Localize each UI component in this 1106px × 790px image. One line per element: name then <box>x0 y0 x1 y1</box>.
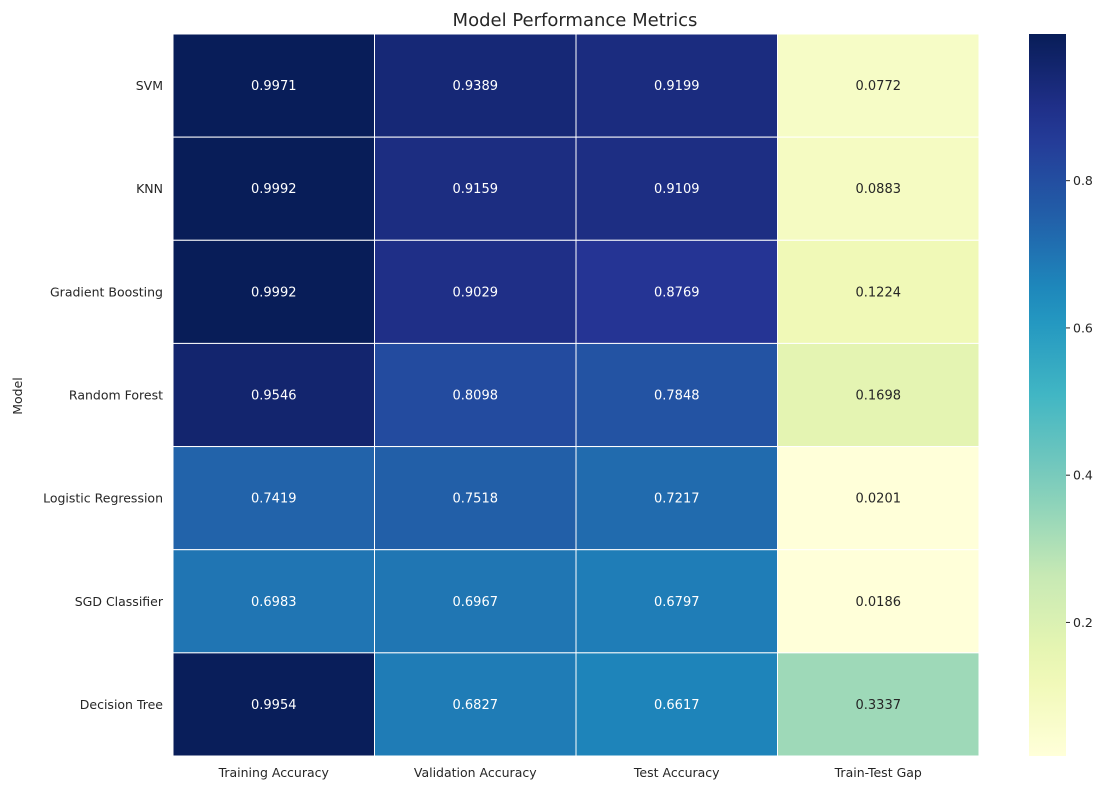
heatmap-cell <box>575 446 778 551</box>
cell-value-label: 0.9992 <box>251 285 297 300</box>
column-tick-labels: Training Accuracy Validation Accuracy Test… <box>218 765 922 780</box>
heatmap-cell <box>777 446 980 551</box>
heatmap-cell <box>374 136 577 241</box>
column-tick-label: Test Accuracy <box>633 765 720 780</box>
chart-title: Model Performance Metrics <box>453 10 698 31</box>
heatmap-cells: 0.9971 0.9389 0.9199 0.0772 0.9992 0.9159 0.91… <box>172 33 980 757</box>
cell-value-label: 0.9954 <box>251 698 297 713</box>
row-tick-label: Random Forest <box>69 388 163 403</box>
cell-value-label: 0.6797 <box>654 595 700 610</box>
heatmap-cell <box>575 652 778 757</box>
heatmap-cell <box>575 549 778 654</box>
cell-value-label: 0.0201 <box>856 492 902 507</box>
heatmap-cell <box>374 33 577 138</box>
cell-value-label: 0.9199 <box>654 79 700 94</box>
colorbar-gradient <box>1029 34 1066 756</box>
colorbar-tick-label: 0.4 <box>1073 468 1093 483</box>
cell-value-label: 0.7217 <box>654 492 700 507</box>
y-axis-label: Model <box>10 377 25 415</box>
heatmap-cell <box>172 549 375 654</box>
cell-value-label: 0.0772 <box>856 79 902 94</box>
heatmap-cell <box>374 549 577 654</box>
colorbar-tick-label: 0.2 <box>1073 615 1093 630</box>
heatmap-cell <box>777 549 980 654</box>
cell-value-label: 0.1698 <box>856 389 902 404</box>
colorbar-tick-label: 0.8 <box>1073 173 1093 188</box>
heatmap-cell <box>172 342 375 448</box>
heatmap-cell <box>777 652 980 757</box>
column-tick-label: Validation Accuracy <box>414 765 537 780</box>
heatmap-cell <box>777 342 980 448</box>
cell-value-label: 0.6967 <box>453 595 499 610</box>
heatmap-cell <box>575 342 778 448</box>
row-tick-label: Logistic Regression <box>43 491 163 506</box>
heatmap-cell <box>777 136 980 241</box>
heatmap-cell <box>172 652 375 757</box>
cell-value-label: 0.9159 <box>453 182 499 197</box>
heatmap-cell <box>374 239 577 344</box>
row-tick-label: SVM <box>136 78 163 93</box>
cell-value-label: 0.0883 <box>856 182 902 197</box>
cell-value-label: 0.7848 <box>654 389 700 404</box>
heatmap-cell <box>374 446 577 551</box>
heatmap-cell <box>172 33 375 138</box>
row-tick-label: Gradient Boosting <box>50 284 163 299</box>
cell-value-label: 0.6827 <box>453 698 499 713</box>
row-tick-label: SGD Classifier <box>75 594 164 609</box>
cell-value-label: 0.9992 <box>251 182 297 197</box>
heatmap-cell <box>777 239 980 344</box>
cell-value-label: 0.9546 <box>251 389 297 404</box>
cell-value-label: 0.7518 <box>453 492 499 507</box>
row-tick-label: KNN <box>136 181 163 196</box>
cell-value-label: 0.0186 <box>856 595 902 610</box>
column-tick-label: Training Accuracy <box>218 765 330 780</box>
cell-value-label: 0.9971 <box>251 79 297 94</box>
heatmap-cell <box>374 342 577 448</box>
heatmap-cell <box>777 33 980 138</box>
cell-value-label: 0.1224 <box>856 285 902 300</box>
cell-value-label: 0.8769 <box>654 285 700 300</box>
cell-value-label: 0.8098 <box>453 389 499 404</box>
cell-value-label: 0.7419 <box>251 492 297 507</box>
heatmap-cell <box>172 446 375 551</box>
cell-value-label: 0.6983 <box>251 595 297 610</box>
colorbar: 0.2 0.4 0.6 0.8 <box>1029 34 1093 756</box>
cell-value-label: 0.9389 <box>453 79 499 94</box>
colorbar-tick-label: 0.6 <box>1073 320 1093 335</box>
cell-value-label: 0.9029 <box>453 285 499 300</box>
column-tick-label: Train-Test Gap <box>834 765 922 780</box>
heatmap-cell <box>575 33 778 138</box>
row-tick-labels: SVM KNN Gradient Boosting Random Forest Logi… <box>43 78 164 712</box>
cell-value-label: 0.3337 <box>856 698 902 713</box>
cell-value-label: 0.9109 <box>654 182 700 197</box>
row-tick-label: Decision Tree <box>80 697 164 712</box>
heatmap-cell <box>172 136 375 241</box>
cell-value-label: 0.6617 <box>654 698 700 713</box>
